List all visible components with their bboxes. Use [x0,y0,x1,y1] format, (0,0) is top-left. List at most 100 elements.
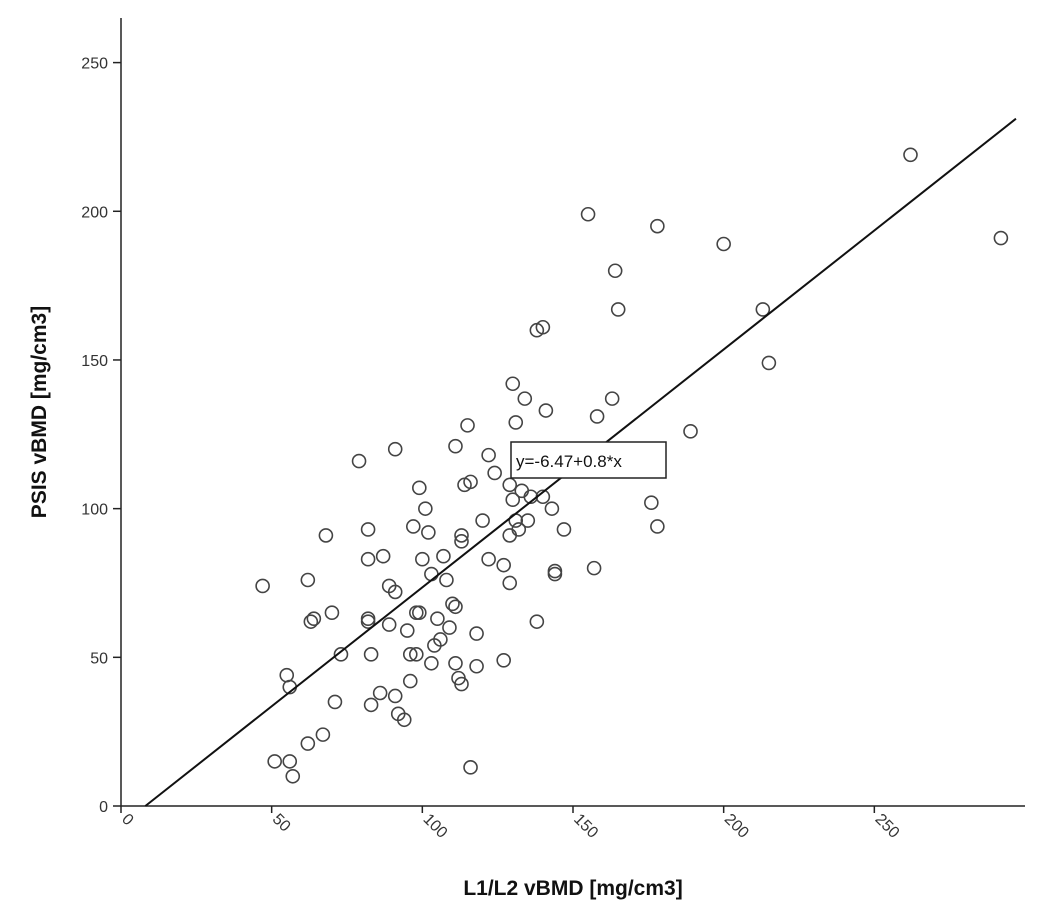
data-point [436,548,451,564]
data-point [381,617,397,632]
data-point [363,647,379,662]
data-point [520,513,536,528]
data-point [589,409,605,424]
data-point [448,438,463,454]
data-point [402,647,418,662]
data-point [463,474,478,490]
data-point [716,236,731,252]
data-point [475,513,490,528]
y-tick-label: 100 [81,502,108,519]
data-point [396,712,412,728]
x-tick-label: 50 [269,811,294,836]
axes [120,18,1025,807]
data-point [448,655,463,671]
data-point [300,572,316,588]
data-point [505,376,521,392]
y-axis-title: PSIS vBMD [mg/cm3] [28,306,51,518]
data-point [650,519,665,534]
data-point [505,492,521,508]
regression-label-box [510,441,667,479]
data-point [481,447,496,463]
x-tick-label: 100 [420,811,451,842]
x-axis-ticks: 0 50 100 150 200 250 [118,806,902,842]
x-axis-title: L1/L2 vBMD [mg/cm3] [463,877,682,900]
data-point [351,453,367,469]
data-point [442,620,457,635]
data-point [586,560,602,576]
data-point [360,614,376,629]
data-point [644,495,659,510]
data-point [372,685,388,701]
data-point [387,584,403,600]
data-point [300,736,316,751]
data-point [282,754,298,769]
data-point [454,528,469,543]
data-point [903,147,918,163]
data-point [412,480,427,496]
data-point [463,760,478,775]
data-point [511,522,527,537]
data-point [454,676,469,692]
data-point [327,694,343,710]
data-point [508,415,524,430]
data-point [454,534,469,549]
data-point [255,578,270,594]
data-point [399,623,415,638]
data-point [405,519,421,534]
data-point [418,501,433,516]
y-tick-label: 50 [90,650,108,667]
data-point [360,522,376,537]
data-point [481,551,496,567]
data-point [683,424,698,439]
data-point [547,563,563,579]
data-point [761,355,777,371]
data-point [333,647,349,662]
data-point [544,501,560,516]
data-point [412,605,427,621]
data-point [755,302,771,317]
x-tick-label: 0 [118,811,136,829]
data-point [279,667,295,683]
data-point [487,465,502,481]
data-point [387,688,403,704]
data-point [415,551,430,567]
data-point [430,611,445,626]
data-point [303,614,319,629]
data-point [448,599,463,615]
data-point [538,403,554,418]
data-point [318,528,334,543]
data-point [315,727,331,742]
data-point [496,557,511,573]
data-point [360,611,376,626]
data-point [424,655,439,671]
data-point [517,391,533,406]
data-point [439,572,454,588]
y-tick-label: 200 [81,204,108,221]
data-point [285,768,301,784]
data-point [445,596,460,612]
data-point [502,477,518,493]
data-point [650,218,665,234]
x-tick-label: 150 [570,811,601,842]
y-tick-label: 250 [81,56,108,73]
data-point [502,528,518,543]
data-point [409,605,424,621]
data-point [324,605,340,621]
data-point [360,551,376,567]
data-point [610,302,626,317]
data-point [502,575,518,591]
y-axis-ticks: 0 50 100 150 200 250 [81,56,121,816]
data-point [433,632,448,647]
data-point [460,418,475,433]
data-point [469,658,484,674]
y-tick-label: 150 [81,353,108,370]
data-point [267,754,282,769]
y-tick-label: 0 [99,799,108,816]
regression-annotation: y=-6.47+0.8*x [510,441,667,479]
data-point [409,647,424,662]
regression-label: y=-6.47+0.8*x [516,452,622,471]
data-point [547,566,563,582]
data-point [424,566,439,582]
data-point [535,319,551,335]
